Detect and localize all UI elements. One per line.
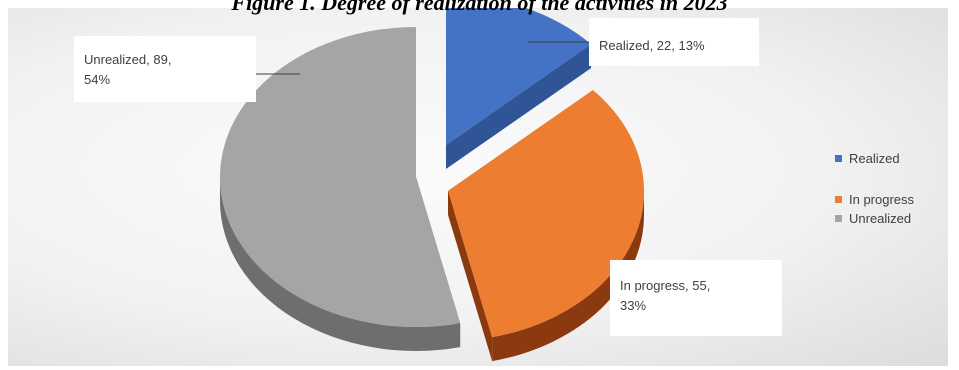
data-label-unrealized-line1: Unrealized, 89,: [84, 52, 172, 67]
pie-chart: [219, 8, 644, 362]
legend-label-in-progress: In progress: [849, 192, 915, 207]
chart-plot-area: Unrealized, 89, 54% Realized, 22, 13% In…: [8, 8, 948, 366]
data-label-realized: Realized, 22, 13%: [589, 18, 759, 66]
data-label-realized-line1: Realized, 22, 13%: [599, 38, 705, 53]
pie-cut-in-progress-1: [448, 191, 493, 362]
legend-label-realized: Realized: [849, 151, 900, 166]
legend-swatch-in-progress: [835, 196, 842, 203]
legend-label-unrealized: Unrealized: [849, 211, 912, 226]
data-label-in-progress-line1: In progress, 55,: [620, 278, 711, 293]
pie-side-unrealized: [220, 177, 461, 351]
pie-slice-unrealized: [219, 27, 461, 327]
legend-item-in-progress: In progress: [835, 191, 914, 209]
data-label-unrealized-line2: 54%: [84, 72, 111, 87]
figure-title: Figure 1. Degree of realization of the a…: [231, 0, 728, 15]
data-label-in-progress: In progress, 55, 33%: [610, 260, 782, 336]
legend-item-realized: Realized: [835, 150, 900, 168]
legend-swatch-realized: [835, 155, 842, 162]
legend-item-unrealized: Unrealized: [835, 210, 911, 228]
pie-slice-in-progress: [448, 90, 644, 338]
data-label-in-progress-line2: 33%: [620, 298, 647, 313]
data-label-unrealized: Unrealized, 89, 54%: [74, 36, 256, 102]
legend-swatch-unrealized: [835, 215, 842, 222]
leader-lines: [253, 41, 589, 75]
pie-cut-realized-1: [446, 44, 591, 169]
